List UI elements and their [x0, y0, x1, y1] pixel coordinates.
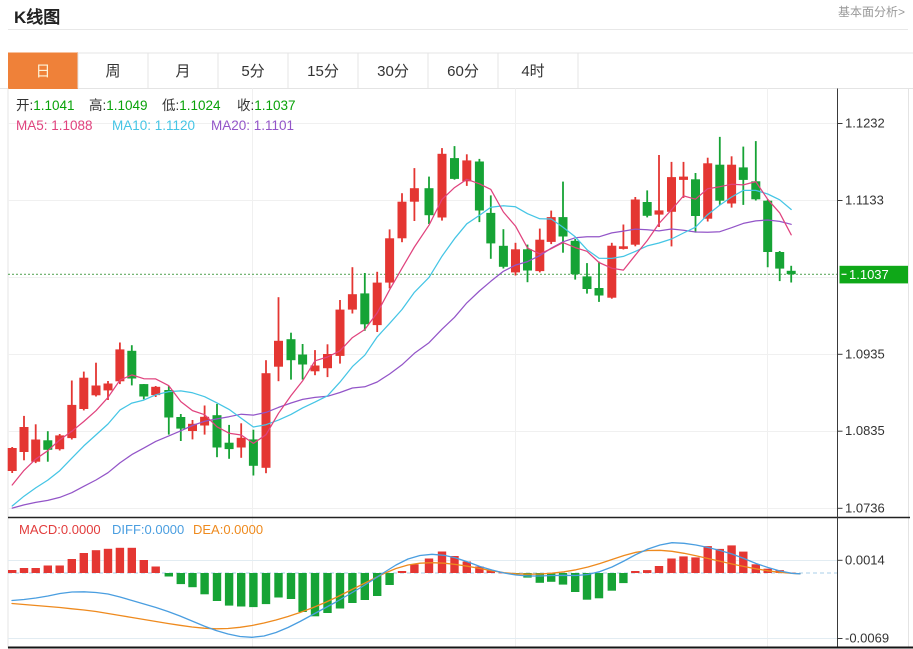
- svg-text:低:1.1024: 低:1.1024: [162, 98, 221, 113]
- svg-text:收:1.1037: 收:1.1037: [237, 98, 296, 113]
- svg-text:4时: 4时: [521, 63, 544, 80]
- svg-text:高:1.1049: 高:1.1049: [89, 97, 148, 113]
- svg-text:MA10: 1.1120: MA10: 1.1120: [112, 118, 195, 133]
- svg-text:DEA:0.0000: DEA:0.0000: [193, 522, 263, 537]
- svg-text:1.1232: 1.1232: [845, 116, 885, 131]
- svg-text:基本面分析>: 基本面分析>: [838, 5, 905, 19]
- svg-text:1.1037: 1.1037: [849, 267, 889, 282]
- svg-text:MA20: 1.1101: MA20: 1.1101: [211, 118, 294, 133]
- svg-text:15分: 15分: [307, 63, 339, 80]
- svg-text:日: 日: [35, 63, 50, 80]
- svg-text:1.0835: 1.0835: [845, 423, 885, 438]
- svg-text:DIFF:0.0000: DIFF:0.0000: [112, 522, 184, 537]
- svg-text:MA5: 1.1088: MA5: 1.1088: [16, 118, 93, 133]
- svg-text:-0.0069: -0.0069: [845, 631, 889, 646]
- svg-text:1.0736: 1.0736: [845, 500, 885, 515]
- svg-text:5分: 5分: [241, 63, 264, 80]
- svg-text:60分: 60分: [447, 63, 479, 80]
- svg-text:K线图: K线图: [14, 7, 60, 27]
- svg-text:MACD:0.0000: MACD:0.0000: [19, 522, 101, 537]
- svg-text:0.0014: 0.0014: [845, 552, 885, 567]
- svg-text:1.0935: 1.0935: [845, 346, 885, 361]
- svg-text:月: 月: [175, 63, 190, 80]
- svg-text:1.1133: 1.1133: [845, 193, 884, 208]
- svg-text:开:1.1041: 开:1.1041: [16, 98, 75, 113]
- svg-text:周: 周: [105, 63, 120, 80]
- svg-text:30分: 30分: [377, 63, 409, 80]
